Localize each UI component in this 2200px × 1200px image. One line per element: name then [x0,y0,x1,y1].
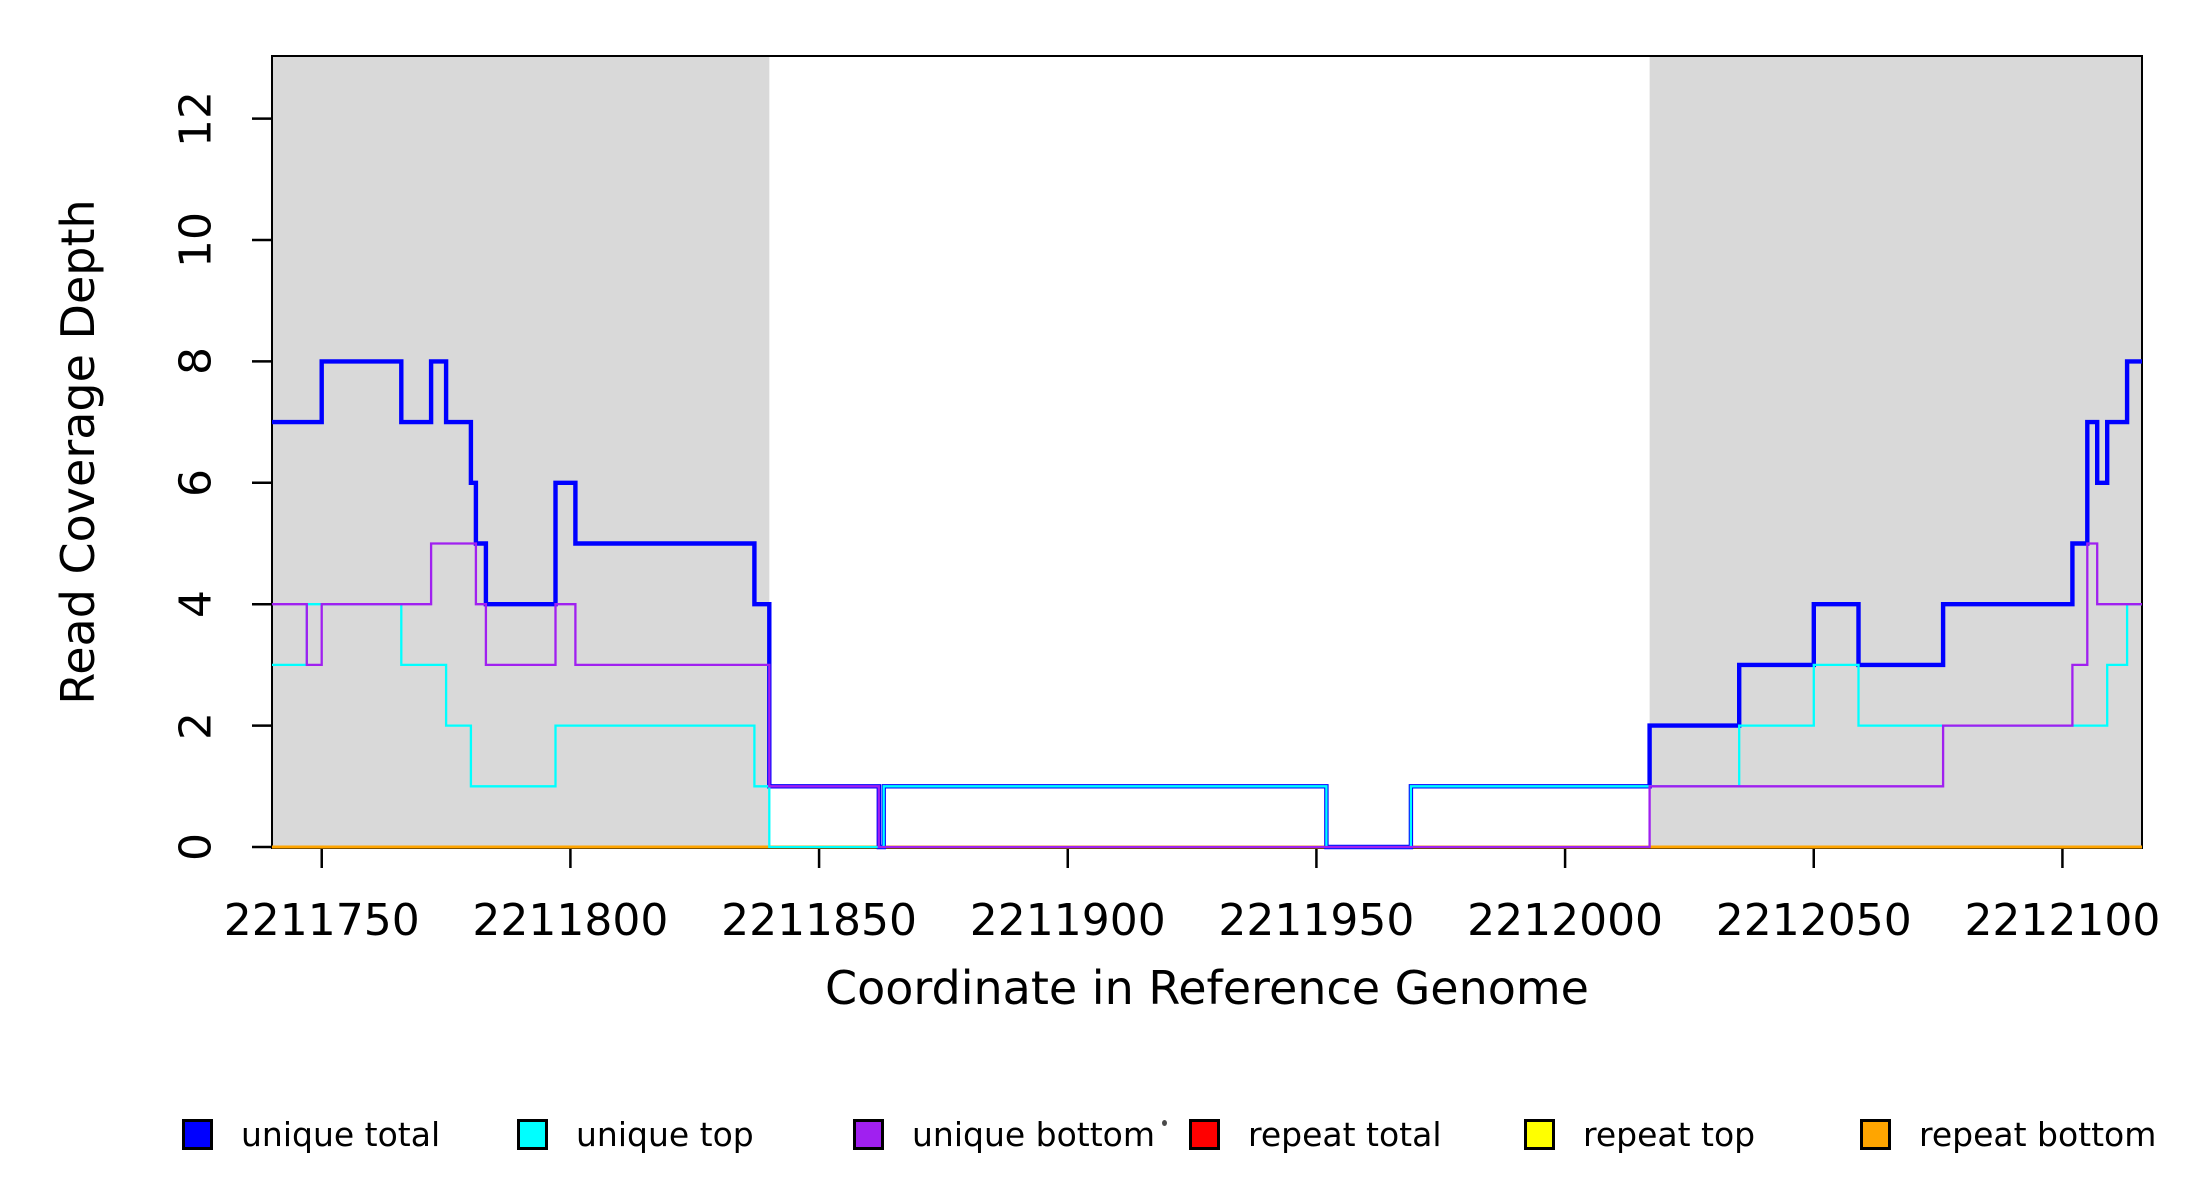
y-tick-label: 8 [170,347,222,376]
legend-swatch-repeat-bottom [1860,1118,1891,1150]
y-tick-label: 12 [170,90,222,147]
x-tick-label: 2212050 [1715,895,1912,946]
legend-label: repeat total [1248,1114,1442,1154]
legend-label: repeat top [1583,1114,1756,1154]
shaded-repeat-region [1649,56,2142,848]
y-tick-label: 6 [170,468,222,497]
y-tick-label: 10 [170,212,222,268]
legend-item-repeat-bottom: repeat bottom [1860,1110,2156,1158]
legend-item-repeat-total: repeat total [1189,1110,1442,1158]
stray-dot-artifact [1162,1120,1167,1126]
legend-label: repeat bottom [1919,1114,2157,1154]
legend-item-unique-bottom: unique bottom [853,1110,1155,1158]
x-tick-label: 2212000 [1467,895,1664,946]
x-axis-title: Coordinate in Reference Genome [825,961,1589,1015]
legend-swatch-unique-top [517,1118,548,1150]
shaded-repeat-region [272,56,770,848]
legend-swatch-unique-total [182,1118,213,1150]
y-axis-title: Read Coverage Depth [51,199,105,705]
legend-label: unique top [576,1114,754,1154]
series-line-unique-top [272,603,2142,849]
legend-swatch-unique-bottom [853,1118,884,1150]
x-tick-label: 2211900 [969,895,1166,946]
x-tick-label: 2211800 [472,895,669,946]
legend-item-repeat-top: repeat top [1524,1110,1755,1158]
legend-label: unique total [241,1114,441,1154]
legend-item-unique-top: unique top [517,1110,754,1158]
legend-swatch-repeat-top [1524,1118,1555,1150]
legend-label: unique bottom [912,1114,1156,1154]
y-tick-label: 2 [170,711,222,740]
y-tick-label: 4 [170,590,222,619]
legend-item-unique-total: unique total [182,1110,440,1158]
x-tick-label: 2211950 [1218,895,1415,946]
x-tick-label: 2211750 [223,895,420,946]
y-tick-label: 0 [170,833,222,861]
series-line-unique-bottom [272,542,2142,849]
legend-swatch-repeat-total [1189,1118,1220,1150]
x-tick-label: 2212100 [1964,895,2161,946]
x-tick-label: 2211850 [721,895,918,946]
